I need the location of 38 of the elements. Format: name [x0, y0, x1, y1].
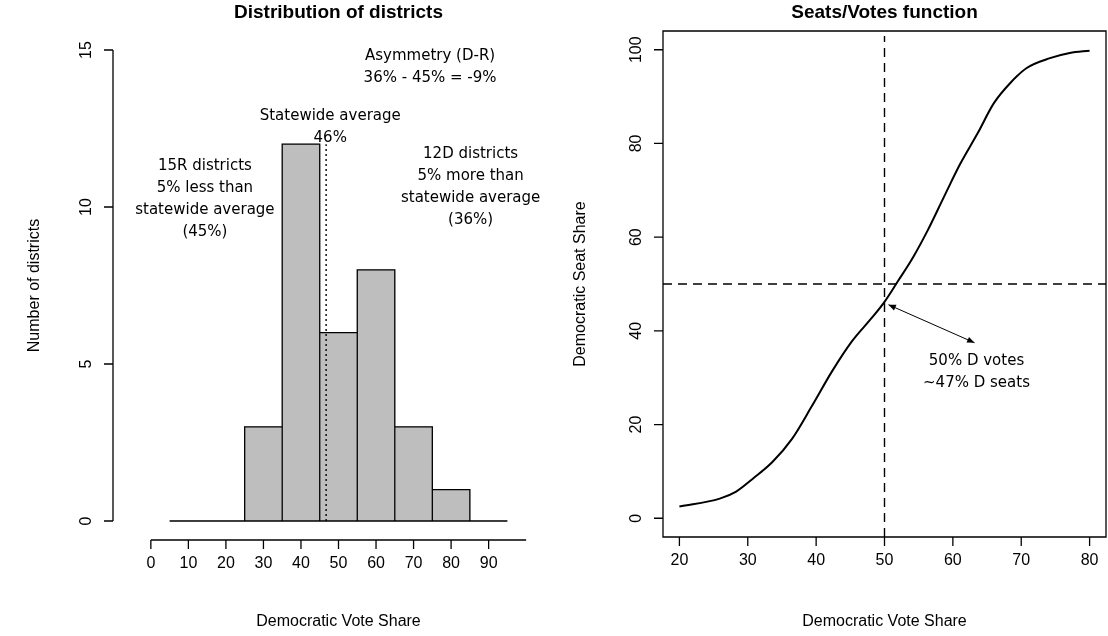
x-tick-label: 60: [367, 554, 386, 572]
x-tick-label: 80: [442, 554, 461, 572]
y-tick-label: 5: [77, 359, 95, 369]
x-tick-label: 20: [670, 551, 689, 569]
y-axis-title: Democratic Seat Share: [571, 201, 589, 367]
y-tick-label: 0: [627, 513, 645, 523]
ref-line-label: Statewide average 46%: [259, 105, 401, 146]
y-tick-label: 15: [77, 41, 95, 59]
x-tick-label: 40: [807, 551, 826, 569]
x-axis-title: Democratic Vote Share: [802, 612, 967, 630]
y-tick-label: 60: [627, 228, 645, 247]
x-tick-label: 50: [329, 554, 348, 572]
x-tick-label: 90: [479, 554, 498, 572]
y-tick-label: 20: [627, 415, 645, 434]
annotation: Asymmetry (D-R) 36% - 45% = -9%: [363, 46, 497, 87]
x-tick-label: 70: [1012, 551, 1031, 569]
chart-title: Distribution of districts: [234, 0, 443, 22]
annotation: 50% D votes ~47% D seats: [923, 350, 1031, 391]
x-tick-label: 80: [1080, 551, 1099, 569]
x-tick-label: 70: [404, 554, 423, 572]
x-tick-label: 30: [738, 551, 757, 569]
x-tick-label: 30: [254, 554, 273, 572]
x-tick-label: 40: [292, 554, 310, 572]
x-tick-label: 50: [875, 551, 894, 569]
annotation: 12D districts 5% more than statewide average (36%): [400, 143, 541, 228]
y-tick-label: 0: [77, 516, 95, 526]
chart-title: Seats/Votes function: [791, 0, 978, 22]
x-axis-title: Democratic Vote Share: [256, 612, 421, 630]
y-tick-label: 100: [627, 36, 645, 64]
y-tick-label: 80: [627, 134, 645, 153]
y-axis-title: Number of districts: [25, 218, 43, 353]
y-tick-label: 10: [77, 198, 95, 216]
y-tick-label: 40: [627, 321, 645, 340]
x-tick-label: 60: [943, 551, 962, 569]
x-tick-label: 0: [146, 554, 156, 572]
annotation: 15R districts 5% less than statewide average (45%): [135, 156, 275, 241]
x-tick-label: 10: [179, 554, 198, 572]
x-tick-label: 20: [217, 554, 235, 572]
